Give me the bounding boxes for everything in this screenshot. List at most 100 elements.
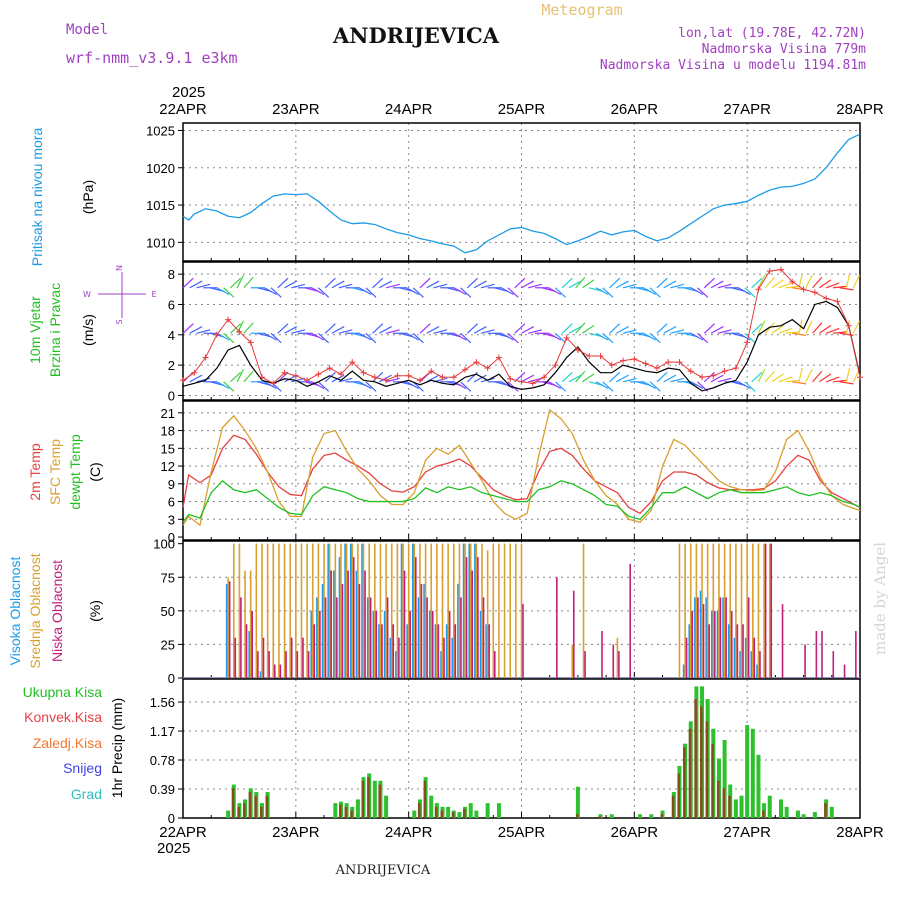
wind-arrow [521,280,535,289]
date-axis-top: 22APR 23APR 24APR 25APR 26APR 27APR 28APR [159,101,884,118]
wind-gust-marker [304,377,311,384]
wind-arrow [338,329,353,334]
precip-bar-convective [378,784,381,818]
wind-arrow [825,282,840,289]
wind-arrow [216,287,230,296]
wind-arrow [270,287,282,298]
wind-gust-marker [270,380,277,387]
wind-gust-marker [292,372,299,379]
wind-arrow [697,332,709,344]
ytick-label-wind: 6 [168,297,175,312]
precip-bar-convective [683,747,686,818]
date-top-24apr: 24APR [385,101,433,118]
wind-gust-marker [800,286,807,293]
wind-arrow [690,381,704,390]
altitude-text: Nadmorska Visina 779m [702,42,867,57]
temp-line-dewpt [182,479,861,523]
wind-arrow [778,376,793,383]
wind-arrow [480,329,495,334]
precip-bar-convective [671,795,675,818]
wind-arrow [189,374,203,383]
wind-gust-marker [653,365,660,372]
wind-arrow [277,277,289,289]
wind-gust-marker [823,295,830,302]
ytick-label-precip: 0.78 [150,753,175,768]
precip-bar-total [226,810,231,818]
precip-bar-total [733,799,738,818]
wind-arrow [514,323,526,334]
date-top-22apr: 22APR [159,101,207,118]
wind-arrow [561,371,573,383]
precip-bar-total [575,786,580,818]
wind-gust-marker [191,369,198,376]
wind-arrow [528,377,542,383]
wind-arrow [771,373,784,383]
wind-arrow [812,322,823,334]
wind-arrow [324,371,336,383]
wind-arrow [819,279,832,289]
wind-arrow [514,277,526,289]
wind-arrow [331,326,345,334]
wind-arrow [771,324,784,334]
wind-gust-marker [383,377,390,384]
ytick-label-temperature: 21 [161,406,175,421]
wind-arrow [670,329,685,334]
precip-bar-total [609,814,614,818]
wind-arrow [317,332,330,344]
date-bottom-22apr: 22APR [159,824,207,841]
wind-arrow [649,332,661,344]
precip-bar-convective [338,804,342,818]
precip-bar-convective [688,728,692,818]
wind-arrow [757,275,766,289]
wind-gust-marker [462,366,469,373]
wind-arrow [609,277,621,289]
wind-arrow [622,329,637,334]
wind-arrow [852,320,861,334]
wind-gust-marker [416,377,423,384]
precip-bar-total [784,806,789,818]
wind-arrow [385,329,400,334]
wind-arrow [832,285,847,289]
wind-arrow [338,283,353,289]
wind-gust-marker [225,316,232,323]
date-bottom-28apr: 28APR [836,824,884,841]
precip-bar-convective [700,706,703,818]
precip-bar-convective [440,810,444,818]
wind-arrow [406,381,419,390]
temp-unit: (C) [87,462,103,481]
wind-arrow [216,381,230,390]
wind-gust-marker [766,268,773,275]
wind-gust-marker [450,374,457,381]
wind-arrow [852,275,861,289]
wind-arrow [805,369,813,383]
wind-arrow [338,377,353,383]
precip-bar-convective [598,816,601,818]
wind-arrow [412,287,424,298]
wind-arrow [453,332,467,341]
wind-arrow [805,320,813,334]
wind-arrow [284,280,298,289]
ytick-label-pressure: 1020 [146,161,175,176]
wind-arrow [473,280,487,289]
frame-temperature [182,400,861,541]
wind-gust-marker [620,357,627,364]
wind-arrow [771,279,784,289]
precip-bar-convective [705,721,709,818]
wind-gust-marker [608,362,615,369]
wind-arrow [528,329,542,334]
wind-gust-marker [665,359,672,366]
precip-bar-convective [350,810,353,818]
compass-w: W [83,290,91,299]
wind-arrow [568,374,582,383]
wind-gust-marker [236,328,243,335]
wind-arrow [460,287,472,298]
wind-arrow [568,326,582,334]
wind-arrow [615,326,629,334]
cloud-label-low: Niska Oblacnost [49,560,65,662]
wind-arrow [453,287,467,296]
precip-bar-convective [722,788,726,818]
wind-gust-marker [563,334,570,341]
wind-gust-marker [586,353,593,360]
wind-arrow [243,276,254,289]
wind-arrow [778,282,793,289]
